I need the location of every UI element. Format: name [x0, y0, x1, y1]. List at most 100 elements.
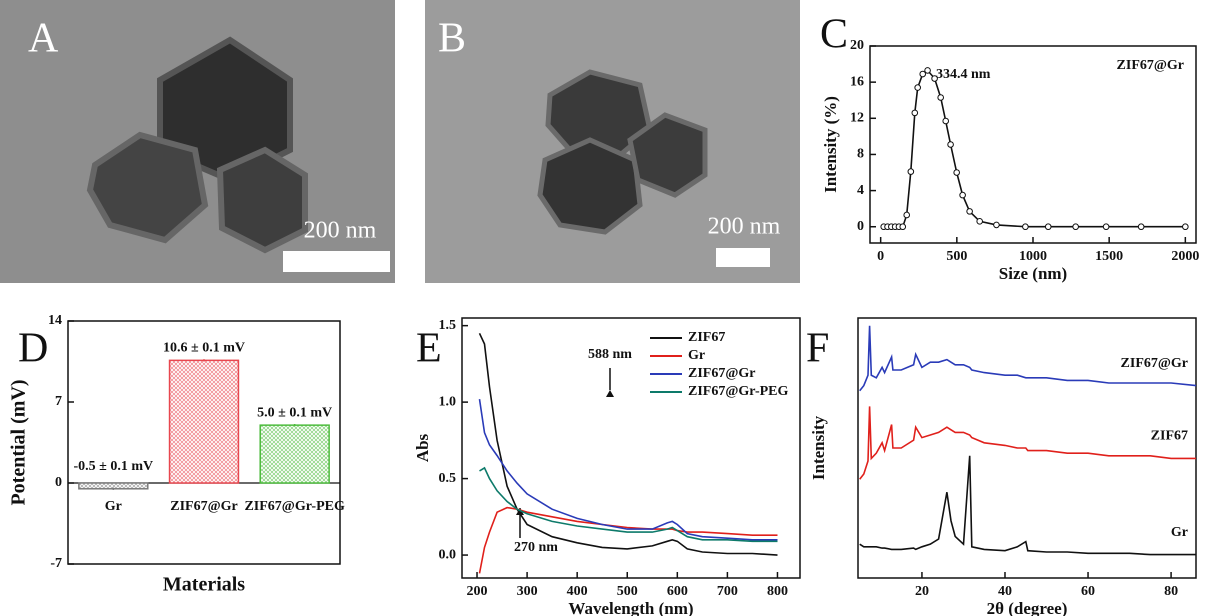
y-tick-label: 0 — [857, 219, 864, 234]
y-tick-label: 8 — [857, 147, 864, 162]
series-label: ZIF67@Gr — [1121, 356, 1188, 371]
axes-frame — [67, 320, 341, 565]
legend-label: ZIF67@Gr — [1117, 58, 1184, 73]
x-tick-label: 200 — [467, 584, 488, 599]
value-label: 10.6 ± 0.1 mV — [163, 341, 245, 356]
y-tick-label: 0.0 — [439, 547, 457, 562]
bar — [168, 359, 240, 484]
y-tick-label: -7 — [50, 556, 62, 571]
marker — [931, 75, 938, 82]
y-tick-label: 1.5 — [439, 318, 457, 333]
x-tick-label: 400 — [567, 584, 588, 599]
annotation: 334.4 nm — [936, 67, 991, 82]
x-tick-label: 20 — [915, 584, 929, 599]
marker — [947, 141, 954, 148]
marker — [899, 223, 907, 231]
y-axis-label: Intensity — [809, 415, 828, 480]
legend-label: ZIF67@Gr — [688, 366, 755, 381]
x-tick-label: 2000 — [1171, 249, 1199, 264]
marker — [937, 94, 944, 101]
x-tick-label: 40 — [998, 584, 1012, 599]
x-tick-label: 700 — [717, 584, 738, 599]
y-tick-label: 7 — [55, 394, 62, 409]
series-line — [478, 332, 778, 556]
series-label: Gr — [1171, 525, 1188, 540]
panel-label: B — [438, 16, 466, 62]
panel-label: F — [806, 326, 829, 372]
x-tick-label: 80 — [1164, 584, 1178, 599]
panel-label: C — [820, 12, 848, 58]
series-line — [478, 398, 778, 541]
y-tick-label: 0.5 — [439, 471, 457, 486]
series-label: ZIF67 — [1151, 429, 1188, 444]
series-line — [479, 466, 778, 543]
x-tick-label: 0 — [877, 249, 884, 264]
y-axis-label: Abs — [413, 433, 432, 462]
x-tick-label: 600 — [667, 584, 688, 599]
y-axis-label: Intensity (%) — [821, 96, 840, 193]
x-tick-label: 500 — [946, 249, 967, 264]
x-tick-label: 1500 — [1095, 249, 1123, 264]
x-axis-label: 2θ (degree) — [987, 599, 1068, 616]
legend-label: ZIF67 — [688, 330, 725, 345]
tem-image-a: A 200 nm — [0, 0, 395, 283]
bar — [259, 424, 330, 484]
marker — [1102, 223, 1110, 231]
marker — [903, 211, 911, 219]
marker — [993, 221, 1000, 229]
value-label: -0.5 ± 0.1 mV — [74, 459, 154, 474]
y-tick-label: 14 — [48, 313, 62, 328]
tem-image-b: B 200 nm — [425, 0, 800, 283]
marker — [911, 109, 919, 117]
marker — [959, 191, 966, 199]
axes-frame — [461, 317, 801, 579]
marker — [1072, 223, 1079, 231]
marker — [976, 218, 983, 225]
x-axis-label: Materials — [163, 574, 245, 596]
scale-bar-label: 200 nm — [708, 214, 781, 240]
y-tick-label: 0 — [55, 475, 62, 490]
legend-label: ZIF67@Gr-PEG — [688, 384, 788, 399]
panel-label: D — [18, 326, 48, 372]
annotation: 588 nm — [588, 347, 632, 362]
arrow-head — [606, 390, 614, 397]
marker — [953, 169, 960, 176]
marker — [1022, 223, 1029, 231]
arrow-head — [516, 508, 524, 515]
series-line — [883, 69, 1186, 228]
marker — [1044, 223, 1052, 231]
y-tick-label: 20 — [850, 38, 864, 53]
marker — [1137, 223, 1145, 231]
x-axis-label: Size (nm) — [999, 264, 1067, 283]
x-tick-label: 60 — [1081, 584, 1095, 599]
x-tick-label: 500 — [617, 584, 638, 599]
y-tick-label: 16 — [850, 74, 864, 89]
marker — [966, 208, 973, 215]
x-tick-label: 300 — [517, 584, 538, 599]
x-tick-label: 1000 — [1019, 249, 1047, 264]
y-axis-label: Potential (mV) — [8, 379, 30, 505]
panel-label: A — [28, 16, 59, 62]
marker — [924, 67, 931, 74]
x-axis-label: Wavelength (nm) — [568, 599, 693, 616]
y-tick-label: 4 — [857, 183, 864, 198]
axes-frame — [857, 317, 1197, 579]
marker — [942, 117, 950, 125]
legend-label: Gr — [688, 348, 705, 363]
marker — [914, 84, 921, 91]
y-tick-label: 1.0 — [439, 394, 457, 409]
series-line — [859, 455, 1196, 556]
x-tick-label: ZIF67@Gr — [170, 499, 237, 514]
value-label: 5.0 ± 0.1 mV — [257, 405, 332, 420]
x-tick-label: 800 — [767, 584, 788, 599]
marker — [907, 168, 915, 175]
marker — [1182, 223, 1189, 231]
x-tick-label: Gr — [105, 499, 122, 514]
y-tick-label: 12 — [850, 111, 864, 126]
marker — [919, 70, 927, 78]
series-line — [859, 325, 1197, 392]
panel-label: E — [416, 326, 442, 372]
x-tick-label: ZIF67@Gr-PEG — [244, 499, 344, 514]
scale-bar-label: 200 nm — [304, 218, 377, 244]
